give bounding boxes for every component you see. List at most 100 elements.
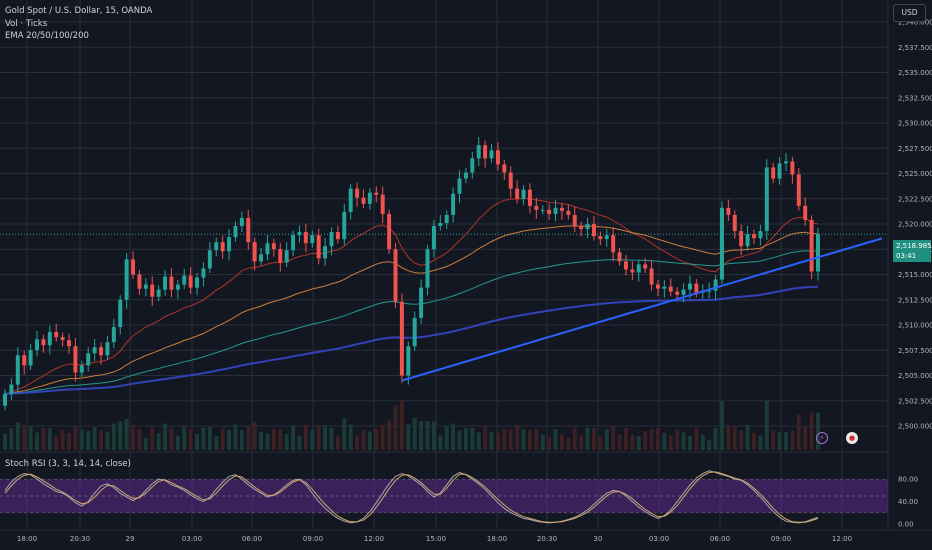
candle-body — [540, 209, 545, 211]
volume-bar — [438, 435, 443, 450]
ema-200-line — [4, 285, 819, 395]
volume-bar — [764, 400, 769, 450]
candle-body — [355, 188, 360, 198]
candle-body — [387, 213, 392, 250]
symbol-legend[interactable]: Gold Spot / U.S. Dollar, 15, OANDA — [5, 6, 153, 16]
candle-body — [271, 243, 276, 250]
volume-bar — [553, 429, 558, 450]
volume-bar — [739, 430, 744, 450]
volume-bar — [502, 429, 507, 450]
candle-body — [35, 339, 39, 351]
time-tick-label: 03:00 — [649, 535, 669, 543]
volume-bar — [540, 435, 545, 450]
volume-bar — [713, 427, 718, 450]
volume-bar — [265, 433, 270, 450]
volume-bar — [636, 436, 641, 450]
candle-body — [425, 249, 430, 288]
time-tick-label: 29 — [126, 535, 135, 543]
candle-body — [803, 205, 808, 220]
candle-body — [182, 275, 187, 285]
volume-bar — [220, 428, 225, 450]
volume-bar — [124, 419, 129, 450]
candle-body — [233, 226, 238, 238]
trendline[interactable] — [401, 237, 883, 382]
candle-body — [316, 235, 321, 259]
time-axis[interactable]: 18:00 20:30 29 03:00 06:00 09:00 12:00 15:00 18:… — [17, 535, 852, 543]
volume-bar — [431, 421, 436, 450]
ema-legend[interactable]: EMA 20/50/100/200 — [5, 31, 89, 41]
candle-body — [92, 347, 97, 354]
volume-bar — [790, 430, 795, 450]
candle-body — [687, 283, 692, 290]
candle-body — [463, 172, 468, 179]
candle-body — [278, 249, 283, 263]
candle-body — [527, 189, 532, 206]
stoch-k-line — [4, 470, 819, 524]
candle-body — [28, 350, 33, 366]
candle-body — [732, 214, 737, 232]
candle-body — [41, 339, 46, 346]
candle-body — [150, 284, 155, 297]
candle-body — [521, 189, 526, 199]
volume-bar — [111, 423, 116, 450]
stoch-tick-label: 80.00 — [898, 476, 918, 484]
volume-bar — [3, 434, 7, 450]
volume-bar — [694, 427, 699, 450]
volume-bar — [297, 435, 302, 450]
volume-bar — [137, 429, 142, 450]
ema-50-line — [4, 225, 818, 395]
candle-body — [483, 145, 488, 159]
volume-bar — [271, 429, 276, 450]
candle-body — [713, 279, 718, 291]
volume-bar — [591, 428, 596, 450]
lightning-icon[interactable]: ⚡ — [816, 432, 828, 444]
candle-body — [124, 259, 129, 300]
volume-bar — [630, 434, 635, 450]
candle-body — [681, 289, 686, 295]
candle-body — [662, 286, 667, 289]
volume-bar — [291, 425, 296, 450]
candle-body — [694, 283, 699, 293]
candle-body — [784, 161, 788, 164]
candle-body — [630, 269, 635, 273]
candle-body — [707, 290, 712, 292]
volume-bar — [751, 433, 756, 450]
candle-body — [751, 234, 756, 239]
volume-bar — [175, 435, 180, 450]
candle-body — [585, 224, 590, 230]
price-tick-label: 2,512.500 — [898, 296, 932, 304]
volume-bar — [15, 422, 20, 450]
candle-body — [591, 224, 596, 237]
candle-body — [252, 242, 257, 262]
candle-body — [99, 347, 104, 356]
volume-legend[interactable]: Vol · Ticks — [5, 19, 48, 29]
volume-bar — [419, 421, 424, 450]
candle-body — [412, 317, 417, 347]
time-tick-label: 06:00 — [242, 535, 262, 543]
currency-button[interactable]: USD — [893, 4, 926, 22]
volume-bar — [547, 437, 552, 450]
volume-bar — [47, 428, 52, 450]
volume-bar — [188, 429, 193, 450]
flag-icon[interactable]: ● — [846, 432, 858, 444]
price-axis[interactable]: 2,500.000 2,502.500 2,505.000 2,507.500 2,51… — [898, 19, 932, 431]
volume-bar — [156, 433, 161, 450]
volume-bar — [54, 436, 59, 450]
time-tick-label: 18:00 — [487, 535, 507, 543]
candle-body — [380, 194, 385, 214]
volume-bar — [182, 426, 187, 450]
candle-body — [201, 268, 206, 278]
stoch-rsi-legend[interactable]: Stoch RSI (3, 3, 14, 14, close) — [5, 459, 131, 469]
volume-bar — [105, 431, 110, 450]
volume-bar — [150, 427, 155, 450]
volume-bar — [22, 425, 27, 450]
volume-bars — [3, 400, 820, 450]
candle-body — [291, 235, 296, 251]
volume-bar — [323, 425, 328, 450]
candle-body — [214, 242, 219, 251]
candle-body — [47, 332, 52, 346]
time-tick-label: 06:00 — [710, 535, 730, 543]
volume-bar — [303, 424, 308, 450]
candle-body — [175, 284, 180, 290]
